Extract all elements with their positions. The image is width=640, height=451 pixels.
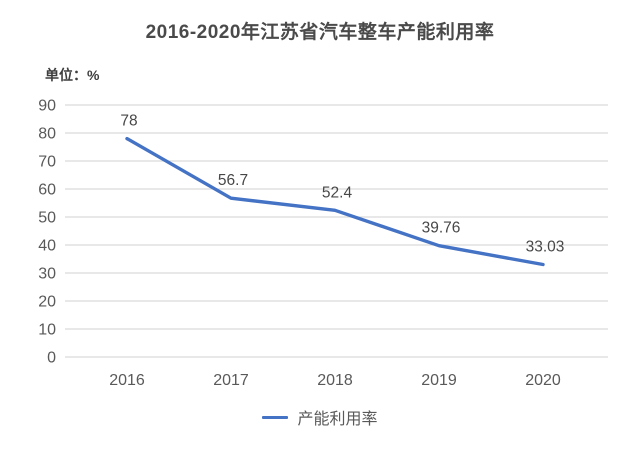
data-label: 33.03 xyxy=(526,239,565,256)
x-axis-tick-label: 2019 xyxy=(421,372,457,389)
y-axis-tick-label: 0 xyxy=(47,350,56,367)
unit-label: 单位：% xyxy=(45,67,100,83)
data-label: 52.4 xyxy=(322,184,353,201)
chart-title: 2016-2020年江苏省汽车整车产能利用率 xyxy=(145,22,495,43)
y-axis-tick-label: 30 xyxy=(38,266,56,283)
y-axis-tick-label: 80 xyxy=(38,126,56,143)
x-axis-tick-label: 2017 xyxy=(213,372,249,389)
data-label: 39.76 xyxy=(422,220,461,237)
y-axis-tick-label: 70 xyxy=(38,154,56,171)
y-axis-tick-label: 20 xyxy=(38,294,56,311)
x-axis-tick-label: 2018 xyxy=(317,372,353,389)
series-line xyxy=(125,136,545,267)
y-axis-tick-label: 60 xyxy=(38,182,56,199)
y-axis-tick-label: 10 xyxy=(38,322,56,339)
y-axis-tick-label: 50 xyxy=(38,210,56,227)
y-axis-tick-label: 90 xyxy=(38,98,56,115)
data-label: 78 xyxy=(120,113,137,130)
data-label: 56.7 xyxy=(218,172,248,189)
legend-line-swatch xyxy=(262,415,289,419)
y-axis-tick-label: 40 xyxy=(38,238,56,255)
legend-label: 产能利用率 xyxy=(297,411,378,428)
x-axis-tick-label: 2016 xyxy=(109,372,145,389)
x-axis-tick-label: 2020 xyxy=(525,372,561,389)
legend: 产能利用率 xyxy=(0,405,640,429)
